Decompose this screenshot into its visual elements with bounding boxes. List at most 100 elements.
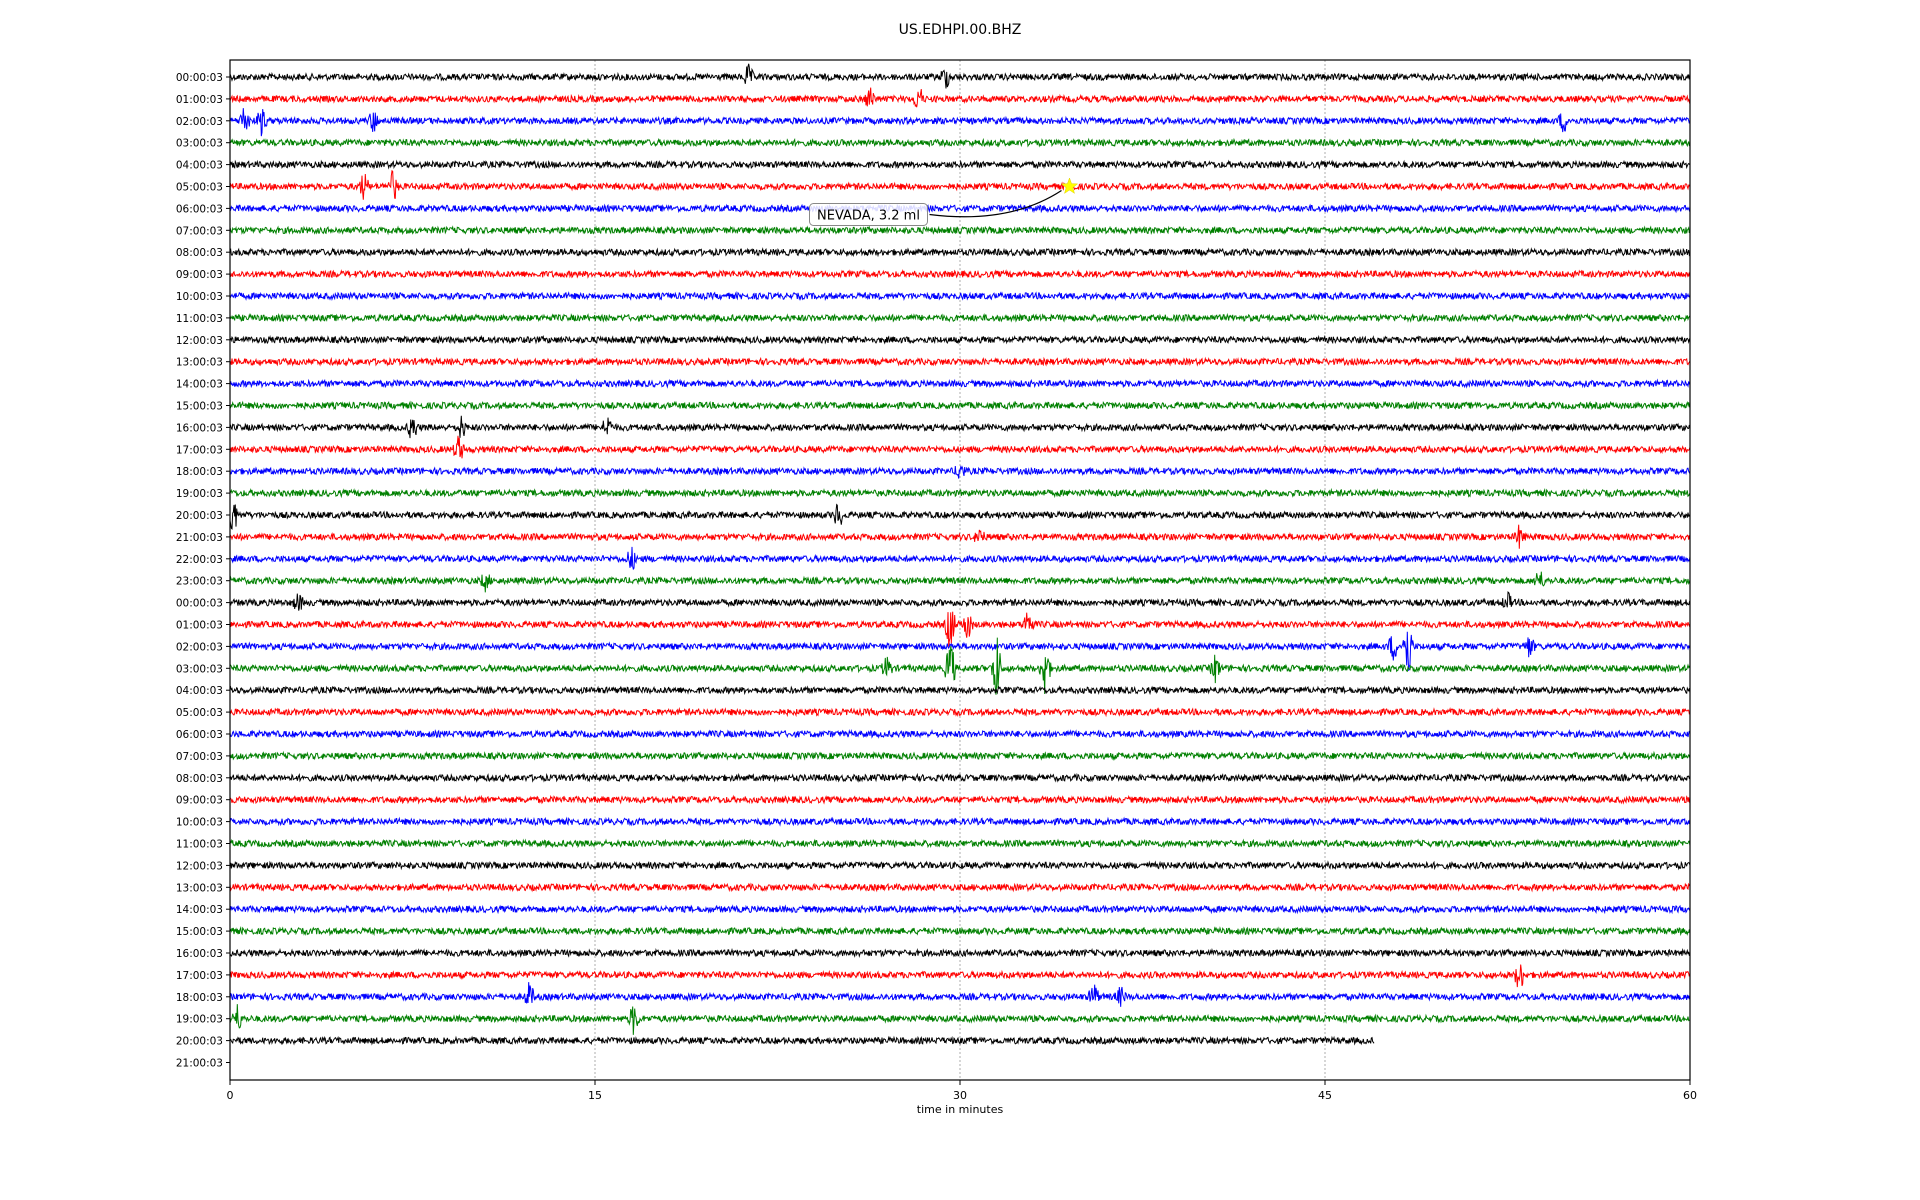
- y-tick-label: 01:00:03: [176, 94, 223, 106]
- y-tick-label: 10:00:03: [176, 817, 223, 829]
- seismic-trace: [229, 487, 1691, 499]
- y-tick-label: 09:00:03: [176, 269, 223, 281]
- seismic-trace: [229, 838, 1691, 849]
- seismic-trace: [229, 312, 1691, 323]
- y-tick-label: 17:00:03: [176, 444, 223, 456]
- y-tick-label: 12:00:03: [176, 335, 223, 347]
- y-tick-label: 11:00:03: [176, 313, 223, 325]
- seismic-trace: [229, 882, 1691, 893]
- plot-frame: [229, 59, 1691, 1081]
- seismic-trace: [229, 137, 1691, 148]
- seismic-trace: [229, 706, 1691, 718]
- seismic-trace: [229, 947, 1691, 959]
- y-tick-label: 18:00:03: [176, 466, 223, 478]
- y-tick-label: 08:00:03: [176, 773, 223, 785]
- y-tick-label: 23:00:03: [176, 576, 223, 588]
- y-tick-label: 03:00:03: [176, 138, 223, 150]
- seismic-trace: [229, 334, 1691, 345]
- seismic-trace: [229, 685, 1691, 696]
- y-tick-label: 01:00:03: [176, 620, 223, 632]
- y-tick-label: 10:00:03: [176, 291, 223, 303]
- seismic-trace: [229, 203, 1691, 214]
- y-tick-label: 03:00:03: [176, 663, 223, 675]
- y-tick-label: 11:00:03: [176, 839, 223, 851]
- y-tick-label: 06:00:03: [176, 729, 223, 741]
- seismic-trace: [229, 904, 1691, 915]
- seismic-trace: [229, 1035, 1375, 1046]
- x-tick-label: 15: [588, 1089, 602, 1102]
- seismic-trace: [229, 591, 1691, 611]
- y-tick-label: 13:00:03: [176, 357, 223, 369]
- seismic-trace: [229, 378, 1691, 389]
- seismic-trace: [229, 637, 1691, 695]
- y-tick-label: 15:00:03: [176, 926, 223, 938]
- y-tick-label: 12:00:03: [176, 860, 223, 872]
- chart-title: US.EDHPI.00.BHZ: [898, 22, 1022, 38]
- y-tick-label: 00:00:03: [176, 598, 223, 610]
- x-tick-label: 0: [227, 1089, 234, 1102]
- x-tick-label: 60: [1683, 1089, 1697, 1102]
- y-tick-label: 02:00:03: [176, 116, 223, 128]
- y-tick-label: 20:00:03: [176, 1036, 223, 1048]
- y-tick-label: 07:00:03: [176, 225, 223, 237]
- star-marker-icon: [1060, 177, 1079, 194]
- y-tick-label: 04:00:03: [176, 160, 223, 172]
- y-tick-label: 07:00:03: [176, 751, 223, 763]
- annotation-arrow: [929, 189, 1062, 218]
- y-tick-label: 18:00:03: [176, 992, 223, 1004]
- seismic-trace: [229, 169, 1691, 200]
- y-tick-label: 21:00:03: [176, 532, 223, 544]
- seismic-trace: [229, 63, 1691, 89]
- seismic-trace: [229, 503, 1691, 530]
- seismic-trace: [229, 729, 1691, 740]
- seismic-trace: [229, 356, 1691, 367]
- y-tick-label: 22:00:03: [176, 554, 223, 566]
- y-tick-label: 19:00:03: [176, 488, 223, 500]
- seismic-trace: [229, 268, 1691, 280]
- seismic-trace: [229, 108, 1691, 137]
- seismic-trace: [229, 247, 1691, 258]
- seismic-trace: [229, 524, 1691, 549]
- seismic-trace: [229, 290, 1691, 302]
- x-axis-label: time in minutes: [917, 1103, 1004, 1116]
- annotation-box: [809, 203, 928, 226]
- seismic-trace: [229, 1004, 1691, 1035]
- y-tick-label: 13:00:03: [176, 882, 223, 894]
- y-tick-label: 02:00:03: [176, 641, 223, 653]
- seismic-trace: [229, 982, 1691, 1007]
- seismic-trace: [229, 631, 1691, 671]
- y-tick-label: 20:00:03: [176, 510, 223, 522]
- seismic-trace: [229, 571, 1691, 593]
- y-tick-label: 16:00:03: [176, 422, 223, 434]
- y-tick-label: 21:00:03: [176, 1058, 223, 1070]
- y-tick-label: 08:00:03: [176, 247, 223, 259]
- seismic-trace: [229, 415, 1691, 439]
- y-tick-label: 17:00:03: [176, 970, 223, 982]
- seismic-trace: [229, 750, 1691, 761]
- y-tick-label: 05:00:03: [176, 182, 223, 194]
- seismic-trace: [229, 225, 1691, 236]
- seismic-trace: [229, 772, 1691, 783]
- seismic-trace: [229, 611, 1691, 647]
- seismic-trace: [229, 435, 1691, 459]
- seismic-trace: [229, 546, 1691, 571]
- seismic-trace: [229, 400, 1691, 411]
- seismic-trace: [229, 465, 1691, 479]
- seismic-trace: [229, 87, 1691, 108]
- y-tick-label: 14:00:03: [176, 379, 223, 391]
- seismic-trace: [229, 926, 1691, 937]
- x-tick-label: 45: [1318, 1089, 1332, 1102]
- seismic-trace: [229, 816, 1691, 827]
- y-tick-label: 05:00:03: [176, 707, 223, 719]
- seismic-trace: [229, 159, 1691, 170]
- y-tick-label: 19:00:03: [176, 1014, 223, 1026]
- y-tick-label: 15:00:03: [176, 401, 223, 413]
- seismic-trace: [229, 794, 1691, 805]
- y-tick-label: 04:00:03: [176, 685, 223, 697]
- seismic-trace: [229, 860, 1691, 871]
- y-tick-label: 09:00:03: [176, 795, 223, 807]
- x-tick-label: 30: [953, 1089, 967, 1102]
- y-tick-label: 14:00:03: [176, 904, 223, 916]
- annotation-label: NEVADA, 3.2 ml: [817, 209, 920, 224]
